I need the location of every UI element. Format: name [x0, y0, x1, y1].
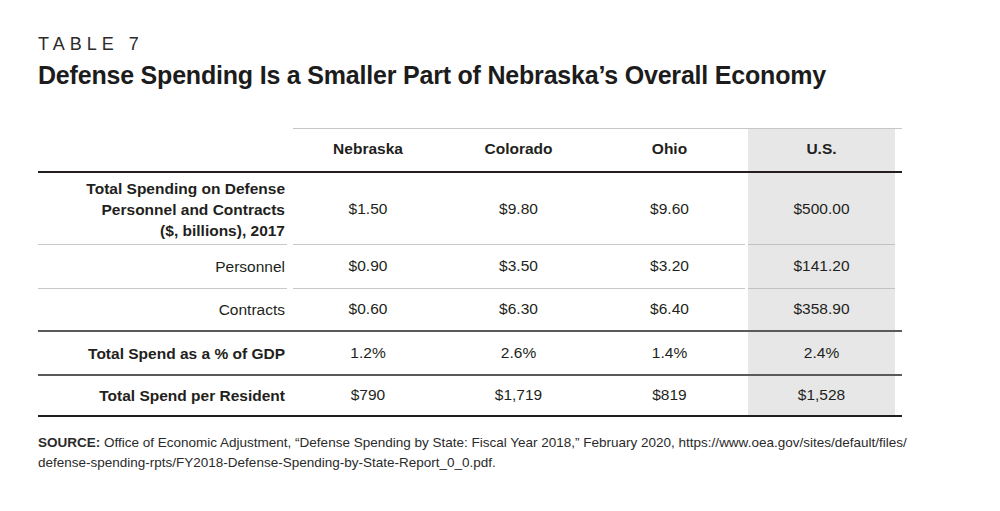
cell-value: 1.4% — [594, 344, 745, 363]
row-label: Total Spend as a % of GDP — [38, 343, 287, 364]
column-header-us: U.S. — [748, 140, 895, 159]
cell-value: $9.60 — [594, 200, 745, 219]
column-header-ohio: Ohio — [594, 140, 745, 159]
report-page: TABLE 7 Defense Spending Is a Smaller Pa… — [0, 0, 1000, 511]
column-header-nebraska: Nebraska — [293, 140, 443, 159]
row-label: Contracts — [38, 299, 287, 320]
page-title: Defense Spending Is a Smaller Part of Ne… — [38, 61, 826, 90]
table-row-personnel: Personnel $0.90 $3.50 $3.20 $141.20 — [38, 245, 895, 288]
cell-value: $6.30 — [443, 300, 594, 319]
source-text-line1: Office of Economic Adjustment, “Defense … — [104, 435, 907, 450]
row-label-line: Total Spending on Defense — [38, 178, 285, 199]
cell-value: $6.40 — [594, 300, 745, 319]
source-text-line2: defense-spending-rpts/FY2018-Defense-Spe… — [38, 455, 496, 470]
cell-value: $500.00 — [748, 200, 895, 219]
row-label-line: ($, billions), 2017 — [38, 220, 285, 241]
cell-value: $0.90 — [293, 257, 443, 276]
cell-value: 2.4% — [748, 344, 895, 363]
defense-spending-table: Nebraska Colorado Ohio U.S. Total Spendi… — [38, 128, 902, 417]
cell-value: 2.6% — [443, 344, 594, 363]
row-label: Total Spending on Defense Personnel and … — [38, 178, 287, 241]
cell-value: $1.50 — [293, 200, 443, 219]
cell-value: $1,528 — [748, 386, 895, 405]
cell-value: $3.50 — [443, 257, 594, 276]
table-row-per-resident: Total Spend per Resident $790 $1,719 $81… — [38, 376, 895, 415]
row-label: Total Spend per Resident — [38, 385, 287, 406]
source-label: SOURCE: — [38, 435, 100, 450]
cell-value: $819 — [594, 386, 745, 405]
table-header-row: Nebraska Colorado Ohio U.S. — [38, 128, 895, 171]
table-row-contracts: Contracts $0.60 $6.30 $6.40 $358.90 — [38, 289, 895, 330]
divider-bottom — [38, 415, 902, 417]
row-label: Personnel — [38, 256, 287, 277]
cell-value: $358.90 — [748, 300, 895, 319]
cell-value: $790 — [293, 386, 443, 405]
table-row-total-spending: Total Spending on Defense Personnel and … — [38, 174, 895, 244]
cell-value: $1,719 — [443, 386, 594, 405]
cell-value: 1.2% — [293, 344, 443, 363]
source-note: SOURCE: Office of Economic Adjustment, “… — [38, 433, 918, 473]
divider-header-bottom — [38, 171, 902, 173]
table-row-pct-gdp: Total Spend as a % of GDP 1.2% 2.6% 1.4%… — [38, 332, 895, 374]
cell-value: $9.80 — [443, 200, 594, 219]
table-number-kicker: TABLE 7 — [38, 34, 144, 55]
cell-value: $3.20 — [594, 257, 745, 276]
cell-value: $141.20 — [748, 257, 895, 276]
column-header-colorado: Colorado — [443, 140, 594, 159]
row-label-line: Personnel and Contracts — [38, 199, 285, 220]
cell-value: $0.60 — [293, 300, 443, 319]
